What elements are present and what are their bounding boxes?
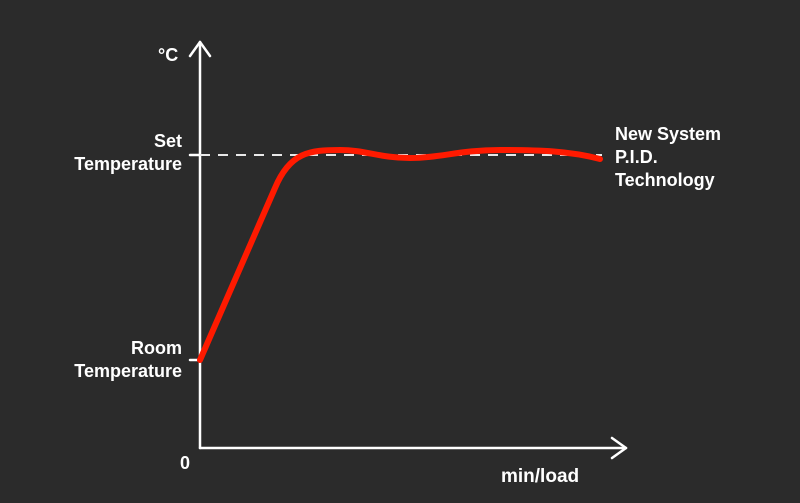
room-temperature-label: Room Temperature	[74, 337, 182, 383]
temperature-curve	[197, 147, 603, 363]
set-temperature-label: Set Temperature	[74, 130, 182, 176]
y-axis-unit: °C	[158, 45, 179, 65]
x-axis-arrow	[610, 436, 628, 460]
room-temperature-line-1: Room	[131, 338, 182, 358]
set-temperature-line-2: Temperature	[74, 154, 182, 174]
curve-label: New System P.I.D. Technology	[615, 123, 721, 192]
curve-label-line-3: Technology	[615, 170, 715, 190]
x-axis-label: min/load	[501, 466, 580, 487]
curve-label-line-2: P.I.D.	[615, 147, 658, 167]
y-axis-arrow	[188, 40, 212, 58]
origin-label: 0	[180, 453, 191, 473]
room-temperature-line-2: Temperature	[74, 361, 182, 381]
set-temperature-line-1: Set	[153, 131, 182, 151]
curve-label-line-1: New System	[615, 124, 722, 144]
